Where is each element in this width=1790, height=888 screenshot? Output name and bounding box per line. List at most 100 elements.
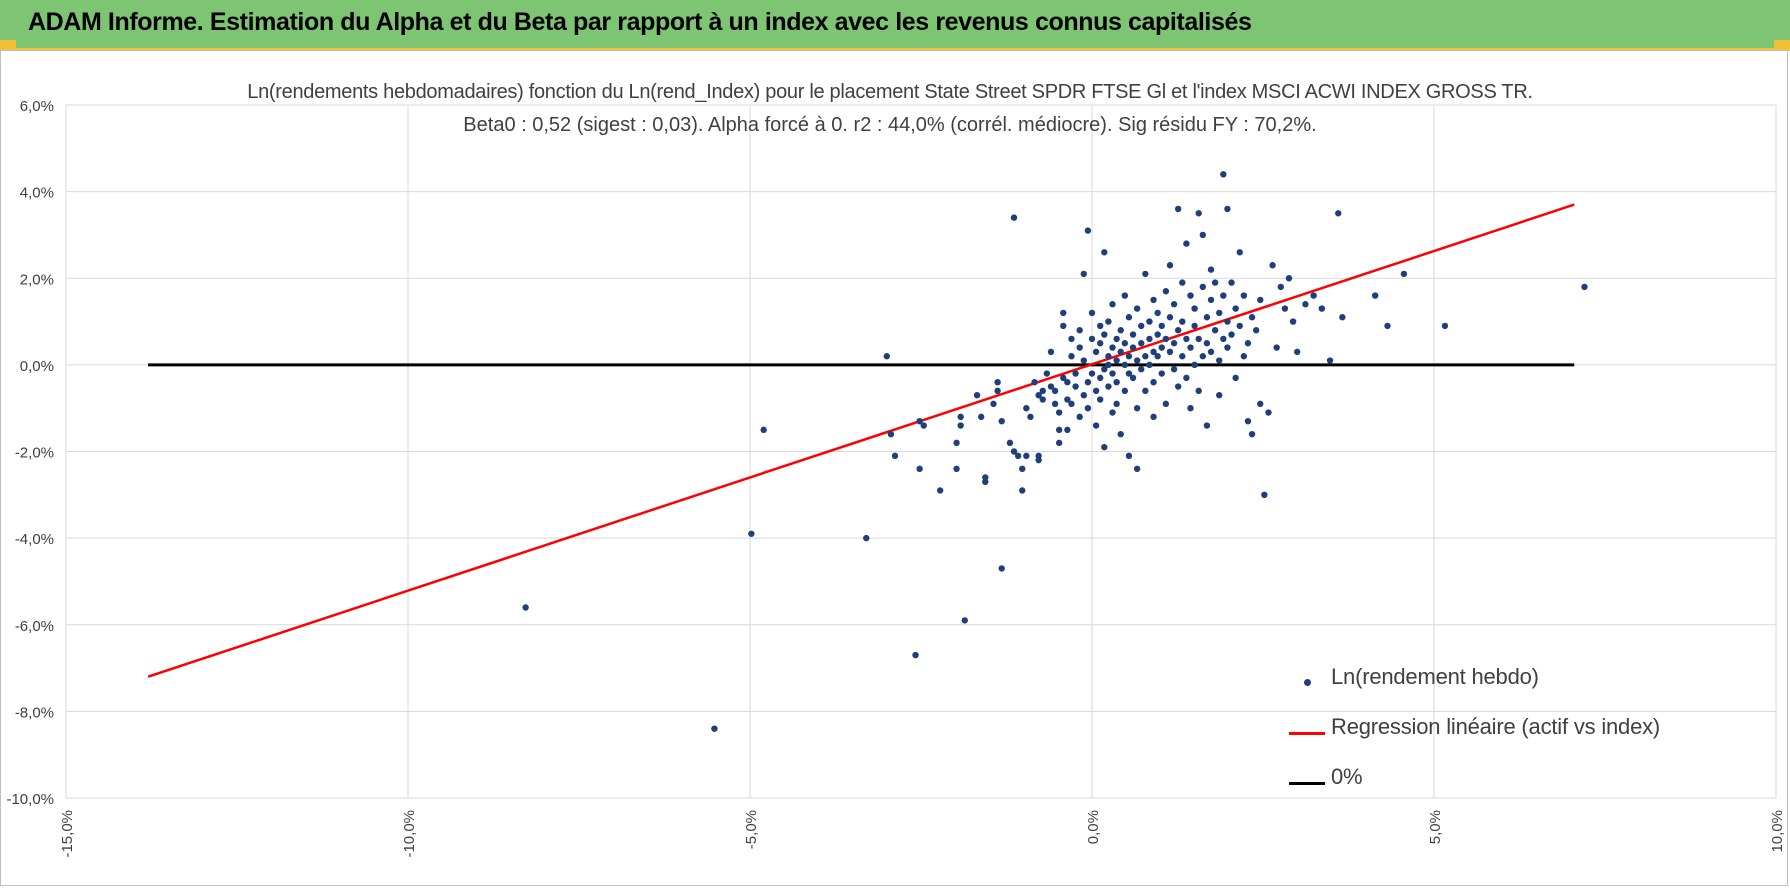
data-point [1216, 309, 1223, 317]
data-point [1248, 430, 1256, 438]
data-point [1277, 283, 1284, 291]
data-point [1092, 422, 1100, 429]
data-point [1064, 426, 1071, 434]
data-point [1257, 296, 1264, 304]
data-point [1216, 391, 1223, 399]
data-point [1158, 370, 1165, 377]
data-point [1109, 409, 1116, 416]
data-point [1138, 366, 1145, 373]
data-point [1158, 344, 1165, 351]
x-axis-tick-labels: -15,0% -10,0% -5,0% 0,0% 5,0% 10,0% [59, 810, 1786, 858]
data-point [1203, 340, 1211, 347]
x-tick-label: -5,0% [743, 810, 760, 849]
data-point [1244, 417, 1252, 425]
legend-item-points: Ln(rendement hebdo) [1285, 664, 1685, 714]
legend-label-points: Ln(rendement hebdo) [1331, 664, 1539, 689]
data-point [1236, 249, 1243, 256]
data-point [1174, 327, 1182, 334]
data-point [1236, 322, 1243, 330]
data-point [1055, 409, 1063, 416]
data-point [994, 379, 1001, 386]
data-point [1191, 305, 1198, 312]
legend-zero-marker [1285, 779, 1333, 789]
data-point [1072, 383, 1079, 390]
data-point [953, 465, 960, 473]
data-point [1150, 348, 1157, 356]
data-point [1142, 353, 1149, 360]
data-point [1101, 443, 1108, 451]
regression-line-series [147, 203, 1575, 678]
data-point [998, 565, 1005, 572]
y-axis-tick-labels: -10,0% -8,0% -6,0% -4,0% -2,0% 0,0% 2,0% 4,0% 6,… [6, 98, 54, 808]
data-point [1068, 353, 1075, 360]
data-point [1035, 456, 1042, 464]
data-point [1339, 314, 1346, 321]
data-point [1060, 322, 1067, 330]
data-point [1203, 422, 1211, 429]
data-point [1121, 387, 1129, 395]
legend-regression-marker [1285, 729, 1333, 739]
data-point [1207, 348, 1215, 356]
data-point [1133, 465, 1141, 473]
data-point [1113, 379, 1120, 386]
data-point [1023, 404, 1030, 412]
data-point [863, 534, 870, 542]
data-point [1064, 396, 1071, 403]
scatter-points-series [522, 171, 1588, 732]
data-point [1195, 335, 1202, 343]
data-point [1109, 370, 1116, 377]
data-point [1310, 292, 1317, 299]
data-point [1146, 335, 1153, 343]
data-point [1228, 331, 1235, 338]
y-tick-label: -6,0% [15, 618, 54, 635]
data-point [1166, 348, 1174, 356]
data-point [883, 353, 890, 360]
data-point [1170, 301, 1178, 308]
data-point [912, 651, 919, 659]
data-point [1027, 413, 1034, 421]
data-point [1273, 344, 1280, 351]
data-point [1088, 370, 1096, 377]
data-point [1220, 171, 1227, 178]
data-point [1097, 374, 1104, 382]
data-point [1113, 357, 1120, 364]
data-point [1088, 335, 1096, 343]
data-point [1060, 309, 1067, 317]
data-point [760, 426, 767, 434]
data-point [1060, 374, 1067, 382]
data-point [1113, 335, 1120, 343]
y-tick-label: -2,0% [15, 445, 54, 462]
data-point [1101, 366, 1108, 373]
data-point [1400, 270, 1408, 278]
data-point [953, 439, 960, 447]
data-point [1441, 322, 1449, 330]
data-point [1097, 322, 1104, 330]
data-point [1581, 283, 1588, 291]
data-point [1318, 305, 1326, 312]
data-point [916, 417, 923, 425]
data-point [1207, 266, 1215, 273]
data-point [1199, 283, 1207, 291]
data-point [887, 430, 895, 438]
data-point [1080, 357, 1087, 364]
data-point [1092, 387, 1100, 395]
data-point [1043, 370, 1051, 377]
data-point [1084, 379, 1092, 386]
regression-line [147, 203, 1575, 678]
data-point [1211, 327, 1219, 334]
data-point [1035, 391, 1042, 399]
data-point [1076, 413, 1083, 421]
data-point [916, 465, 923, 473]
data-point [1105, 353, 1112, 360]
data-point [1076, 344, 1083, 351]
data-point [1092, 348, 1100, 356]
data-point [1138, 340, 1145, 347]
data-point [1010, 214, 1018, 221]
data-point [522, 604, 529, 611]
data-point [1269, 262, 1276, 269]
data-point [957, 422, 964, 429]
data-point [1129, 331, 1137, 338]
data-point [1084, 227, 1092, 234]
data-point [1117, 327, 1124, 334]
data-point [1039, 387, 1046, 395]
